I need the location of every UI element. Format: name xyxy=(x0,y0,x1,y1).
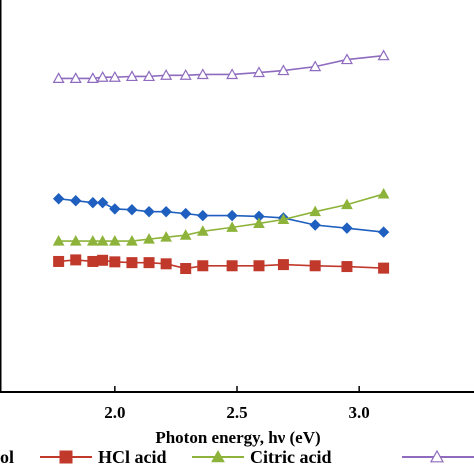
x-axis-title: Photon energy, hν (eV) xyxy=(155,428,320,447)
series-0-point-4 xyxy=(109,203,121,215)
series-2-point-4 xyxy=(108,235,121,246)
legend: ol HCl acid Citric acid xyxy=(0,447,474,467)
series-3-point-15 xyxy=(377,49,390,61)
series-1-point-7 xyxy=(160,258,172,270)
series-3-point-7 xyxy=(160,69,173,80)
series-2-point-9 xyxy=(196,225,209,236)
series-1-point-8 xyxy=(180,263,192,275)
legend-swatch-marker-1 xyxy=(59,450,73,464)
series-2-point-15 xyxy=(377,188,390,199)
plot-frame xyxy=(0,0,474,393)
series-1-point-1 xyxy=(70,254,82,266)
x-tick-label-2: 3.0 xyxy=(349,403,370,422)
series-1-point-13 xyxy=(309,260,321,272)
series-0-point-6 xyxy=(143,205,155,218)
series-1-point-12 xyxy=(277,259,289,271)
series-2-point-12 xyxy=(277,213,290,225)
series-0-point-10 xyxy=(226,209,238,222)
series-2-point-10 xyxy=(226,221,238,232)
series-2-point-2 xyxy=(86,235,99,246)
series-3-point-14 xyxy=(340,53,353,65)
series-2-point-11 xyxy=(253,217,265,228)
series-0-point-0 xyxy=(52,193,65,205)
series-2 xyxy=(52,188,390,246)
legend-item-2: Citric acid xyxy=(192,447,331,467)
x-tick-label-0: 2.0 xyxy=(104,403,125,422)
legend-swatch-marker-2 xyxy=(211,449,225,463)
series-1-point-6 xyxy=(143,257,155,269)
series-2-point-5 xyxy=(126,235,138,246)
legend-item-3 xyxy=(402,449,474,463)
series-2-point-7 xyxy=(160,231,172,242)
series-2-point-0 xyxy=(52,235,65,246)
series-3-point-2 xyxy=(86,72,99,84)
legend-label-1: HCl acid xyxy=(98,447,167,467)
series-0 xyxy=(52,193,390,238)
series-2-point-13 xyxy=(309,205,322,217)
series-1-point-3 xyxy=(97,254,109,266)
series-3-point-4 xyxy=(108,70,121,82)
series-3-point-3 xyxy=(96,70,109,82)
series-0-point-1 xyxy=(70,194,82,207)
series-2-point-14 xyxy=(341,198,353,210)
series-1-point-10 xyxy=(226,260,238,272)
series-layer xyxy=(52,49,390,275)
series-1-point-2 xyxy=(87,255,99,267)
series-3-point-1 xyxy=(69,72,82,84)
series-1-point-11 xyxy=(253,260,265,272)
series-3 xyxy=(52,49,390,84)
legend-label-2: Citric acid xyxy=(250,447,331,467)
series-0-point-8 xyxy=(179,207,192,220)
series-3-point-8 xyxy=(179,69,192,80)
legend-item-1: HCl acid xyxy=(40,447,167,467)
series-2-line xyxy=(58,193,384,242)
series-0-point-7 xyxy=(160,205,172,218)
series-0-point-5 xyxy=(126,204,138,216)
series-3-line xyxy=(58,54,384,80)
series-3-point-5 xyxy=(125,70,138,82)
legend-label-0: ol xyxy=(0,447,14,467)
series-1-point-14 xyxy=(341,261,353,273)
series-1-point-0 xyxy=(53,255,65,267)
series-3-point-10 xyxy=(226,68,239,80)
series-0-point-3 xyxy=(96,196,109,209)
series-3-point-12 xyxy=(277,64,290,76)
legend-swatch-marker-3 xyxy=(429,449,445,463)
series-2-point-3 xyxy=(96,235,109,246)
series-1-point-4 xyxy=(109,256,121,268)
series-3-point-13 xyxy=(309,60,322,72)
x-tick-label-1: 2.5 xyxy=(226,403,247,422)
series-0-point-9 xyxy=(197,209,209,222)
series-3-point-0 xyxy=(52,72,65,84)
series-1-point-5 xyxy=(126,257,138,269)
series-1-point-15 xyxy=(378,262,390,274)
series-2-point-6 xyxy=(143,233,155,244)
series-2-point-8 xyxy=(179,229,192,240)
series-1-point-9 xyxy=(197,260,209,272)
series-3-point-6 xyxy=(143,70,156,82)
series-1 xyxy=(53,254,390,275)
series-2-point-1 xyxy=(69,235,82,246)
series-0-point-13 xyxy=(309,219,321,231)
legend-item-0: ol xyxy=(0,447,14,467)
series-3-point-9 xyxy=(196,68,209,80)
x-ticks: 2.0 2.5 3.0 xyxy=(104,386,370,422)
series-0-point-15 xyxy=(377,226,390,238)
series-0-point-2 xyxy=(87,196,99,209)
series-0-line xyxy=(58,197,384,233)
series-0-point-14 xyxy=(341,222,353,234)
series-3-point-11 xyxy=(252,66,266,78)
